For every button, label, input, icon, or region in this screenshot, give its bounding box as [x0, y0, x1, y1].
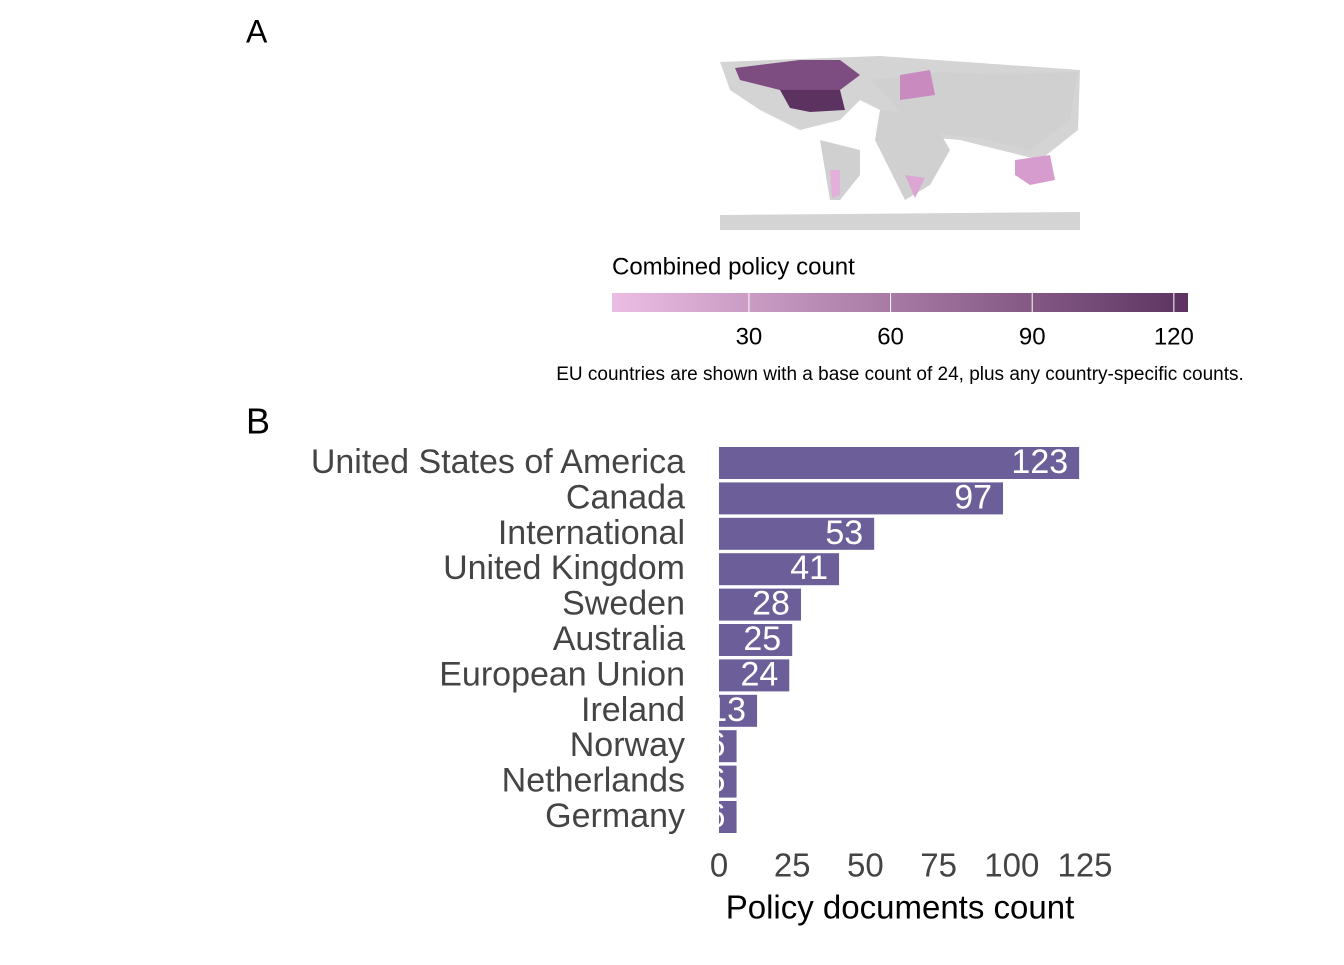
x-tick-label: 0	[710, 847, 728, 884]
country	[830, 170, 840, 198]
category-label: Australia	[553, 620, 685, 658]
value-label: 53	[825, 514, 863, 552]
category-label: United Kingdom	[443, 549, 685, 587]
value-label: 123	[1011, 443, 1068, 481]
land	[720, 212, 1080, 230]
bar	[719, 694, 758, 727]
category-label: Ireland	[581, 691, 685, 729]
country	[735, 60, 860, 90]
colorbar-tick-label: 30	[736, 323, 763, 350]
note: EU countries are shown with a base count…	[556, 364, 1244, 385]
x-tick-label: 125	[1057, 847, 1112, 884]
bar	[719, 659, 790, 692]
bar	[719, 624, 793, 656]
country	[905, 175, 925, 198]
category-label: Sweden	[562, 585, 685, 623]
value-label: 24	[740, 655, 778, 693]
value-label: 6	[707, 726, 726, 764]
value-label: 25	[743, 620, 781, 658]
country	[900, 70, 935, 100]
x-tick-label: 25	[774, 847, 811, 884]
country	[780, 90, 845, 112]
country	[1015, 155, 1055, 185]
panel-label: B	[246, 401, 270, 442]
bar	[719, 447, 1080, 479]
value-label: 6	[707, 762, 726, 800]
bar	[719, 801, 737, 833]
category-label: Canada	[566, 478, 685, 516]
land	[875, 110, 950, 200]
bar	[719, 765, 737, 798]
bar	[719, 588, 801, 621]
category-label: International	[498, 514, 685, 552]
x-tick-label: 100	[984, 847, 1039, 884]
x-tick-label: 50	[847, 847, 884, 884]
category-label: Germany	[545, 797, 685, 835]
colorbar-tick-label: 120	[1154, 323, 1194, 350]
colorbar-tick-label: 60	[877, 323, 904, 350]
value-label: 28	[752, 585, 790, 623]
bar	[719, 553, 840, 586]
value-label: 41	[790, 549, 828, 587]
value-label: 97	[954, 478, 992, 516]
bar	[719, 730, 737, 763]
colorbar	[612, 293, 1188, 312]
category-label: United States of America	[311, 443, 685, 481]
category-label: Norway	[570, 726, 685, 764]
bar	[719, 482, 1004, 515]
world-map	[720, 56, 1080, 230]
category-label: European Union	[439, 655, 685, 693]
value-label: 13	[708, 691, 746, 729]
panel-label: A	[246, 13, 268, 49]
x-axis-title: Policy documents count	[726, 889, 1075, 926]
legend-title: Combined policy count	[612, 253, 855, 280]
bar	[719, 517, 875, 550]
category-label: Netherlands	[502, 762, 685, 800]
x-tick-label: 75	[920, 847, 957, 884]
colorbar-tick-label: 90	[1019, 323, 1046, 350]
value-label: 6	[707, 797, 726, 835]
